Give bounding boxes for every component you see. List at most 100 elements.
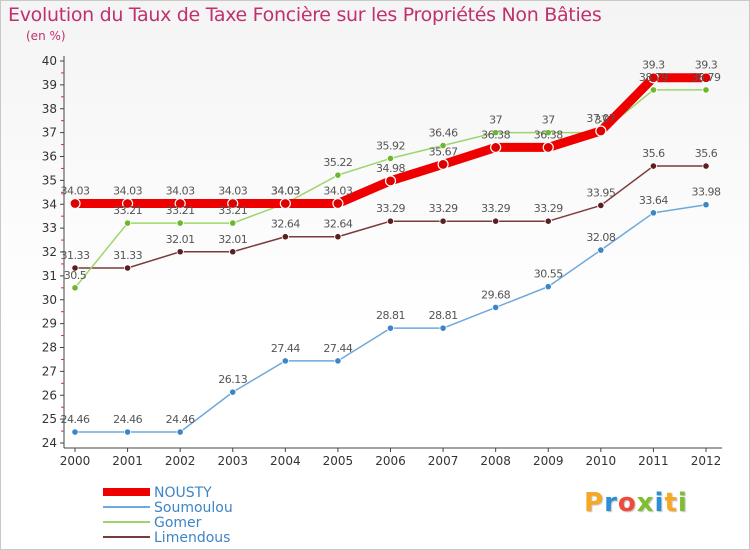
data-label: 34.03 <box>271 185 300 198</box>
data-point <box>439 217 447 225</box>
data-point <box>229 219 237 227</box>
data-point <box>121 197 134 210</box>
data-point <box>700 72 712 84</box>
data-label: 39.3 <box>695 59 718 72</box>
y-tick-label: 24 <box>42 436 57 450</box>
data-label: 33.21 <box>166 204 195 217</box>
data-label: 24.46 <box>113 413 142 426</box>
x-tick-label: 2008 <box>480 454 511 468</box>
y-tick-label: 40 <box>42 54 57 68</box>
data-point <box>595 125 607 137</box>
data-point <box>176 219 184 227</box>
data-point <box>174 197 186 210</box>
data-label: 35.6 <box>695 147 718 160</box>
data-point <box>176 428 184 436</box>
data-point <box>71 264 79 272</box>
data-label: 27.44 <box>271 342 300 355</box>
y-tick-label: 39 <box>42 78 57 92</box>
legend-label-soumoulou: Soumoulou <box>154 500 233 516</box>
x-tick-label: 2011 <box>638 454 669 468</box>
data-point <box>702 162 710 170</box>
y-tick-label: 33 <box>42 221 57 235</box>
data-point <box>229 388 237 396</box>
data-label: 35.92 <box>376 139 405 152</box>
data-label: 37 <box>489 114 502 127</box>
chart-title: Evolution du Taux de Taxe Foncière sur l… <box>8 4 602 26</box>
data-label: 36.38 <box>481 128 510 141</box>
data-label: 34.98 <box>376 162 405 175</box>
x-tick-label: 2000 <box>60 454 91 468</box>
x-tick-label: 2009 <box>533 454 564 468</box>
data-point <box>384 175 397 187</box>
data-label: 32.01 <box>218 233 247 246</box>
data-point <box>492 217 500 225</box>
data-point <box>334 357 342 365</box>
legend-label-gomer: Gomer <box>154 515 202 531</box>
data-point <box>71 428 79 436</box>
data-label: 29.68 <box>481 288 510 301</box>
data-label: 24.46 <box>166 413 195 426</box>
data-label: 35.6 <box>642 147 665 160</box>
data-label: 32.08 <box>586 231 615 244</box>
data-point <box>597 201 605 210</box>
x-tick-label: 2005 <box>323 454 354 468</box>
data-label: 37 <box>542 114 555 127</box>
x-tick-label: 2001 <box>112 454 143 468</box>
data-label: 35.67 <box>429 145 458 158</box>
data-label: 33.95 <box>586 186 615 199</box>
x-tick-label: 2004 <box>270 454 301 468</box>
data-label: 33.21 <box>113 204 142 217</box>
y-tick-label: 28 <box>42 341 57 355</box>
x-tick-label: 2010 <box>586 454 617 468</box>
legend-label-limendous: Limendous <box>154 530 230 546</box>
x-tick-label: 2007 <box>428 454 459 468</box>
data-point <box>332 197 344 210</box>
data-point <box>386 217 395 225</box>
data-point <box>123 428 132 436</box>
data-label: 32.64 <box>323 218 352 231</box>
y-tick-label: 38 <box>42 102 57 116</box>
data-point <box>386 324 395 332</box>
data-point <box>544 217 552 225</box>
data-point <box>702 201 710 209</box>
data-point <box>334 171 342 179</box>
data-point <box>334 233 342 241</box>
data-point <box>492 303 500 311</box>
legend-label-nousty: NOUSTY <box>154 485 212 501</box>
data-label: 27.44 <box>323 342 352 355</box>
y-tick-label: 26 <box>42 388 57 402</box>
data-label: 34.03 <box>218 185 247 198</box>
data-point <box>227 197 239 210</box>
data-point <box>123 219 132 227</box>
data-label: 36.46 <box>429 127 458 140</box>
data-point <box>439 141 447 150</box>
data-label: 28.81 <box>429 309 458 322</box>
data-label: 37 <box>594 114 607 127</box>
logo-letter: x <box>636 488 655 518</box>
data-label: 32.64 <box>271 218 300 231</box>
proxiti-logo: Proxiti <box>584 488 688 518</box>
y-tick-label: 36 <box>42 150 57 164</box>
data-label: 33.29 <box>534 202 563 215</box>
logo-letter: o <box>617 488 637 518</box>
data-label: 37.07 <box>586 112 615 125</box>
data-point <box>281 233 289 241</box>
data-label: 39.3 <box>642 59 665 72</box>
data-label: 33.29 <box>481 202 510 215</box>
data-point <box>544 283 552 291</box>
x-tick-label: 2003 <box>217 454 248 468</box>
data-label: 31.33 <box>61 249 90 262</box>
data-point <box>437 158 449 170</box>
data-point <box>702 86 710 94</box>
data-point <box>649 162 658 170</box>
y-tick-label: 34 <box>42 197 57 211</box>
y-tick-label: 30 <box>42 293 57 307</box>
logo-letter: i <box>654 488 665 518</box>
data-label: 33.29 <box>429 202 458 215</box>
x-tick-label: 2006 <box>375 454 406 468</box>
data-point <box>542 141 554 154</box>
y-tick-label: 27 <box>42 364 57 378</box>
data-point <box>647 72 660 84</box>
data-label: 33.98 <box>692 186 721 199</box>
x-tick-label: 2012 <box>691 454 722 468</box>
